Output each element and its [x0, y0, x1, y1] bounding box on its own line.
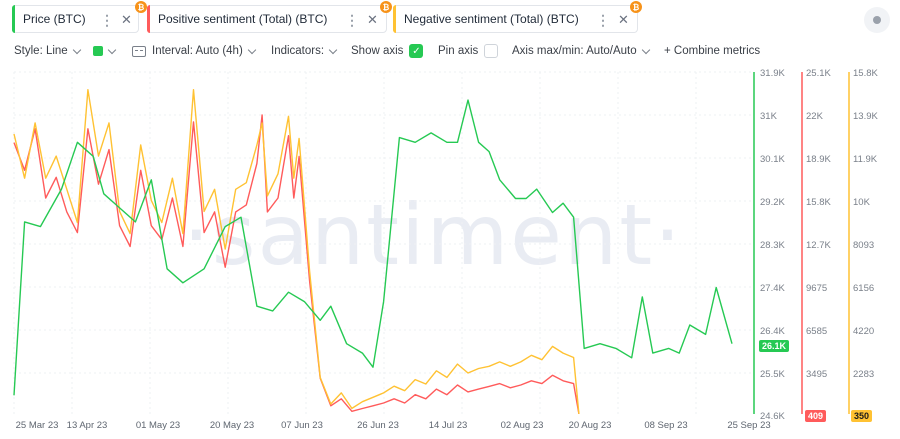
axis-tick-label: 22K	[806, 111, 823, 122]
combine-metrics-button[interactable]: + Combine metrics	[664, 43, 760, 59]
chevron-down-icon	[107, 45, 117, 54]
dot-icon	[873, 16, 881, 24]
color-picker[interactable]	[93, 43, 117, 59]
chart-axes	[753, 72, 850, 414]
axis-tick-label: 10K	[853, 197, 870, 208]
tab-positive-close-icon[interactable]: ✕	[367, 12, 378, 27]
chart-series	[13, 89, 733, 415]
tab-price-accent	[12, 5, 15, 33]
interval-label: Interval: Auto (4h)	[152, 45, 243, 57]
axis-tick-label: 9675	[806, 283, 828, 294]
axis-maxmin-dropdown[interactable]: Axis max/min: Auto/Auto	[512, 43, 650, 59]
date-tick-label: 08 Sep 23	[644, 420, 688, 431]
tab-positive-accent	[147, 5, 150, 33]
chart-grid	[13, 71, 752, 414]
axis-tick-label: 11.9K	[853, 154, 878, 165]
axis-tick-label: 26.4K	[760, 326, 785, 337]
settings-dot-button[interactable]	[864, 7, 890, 33]
bitcoin-badge-icon: ₿	[135, 1, 147, 13]
chevron-down-icon	[641, 45, 650, 54]
axis-tick-label: 13.9K	[853, 111, 878, 122]
axis-tick-label: 25.5K	[760, 369, 785, 380]
tab-price[interactable]: Price (BTC) ⋮ ✕ ₿	[12, 1, 147, 33]
tab-price-close-icon[interactable]: ✕	[121, 12, 132, 27]
negative-current-value-badge: 350	[851, 410, 873, 422]
indicators-dropdown[interactable]: Indicators:	[271, 43, 338, 59]
axis-tick-label: 18.9K	[806, 154, 831, 165]
axis-tick-label: 27.4K	[760, 283, 785, 294]
chevron-down-icon	[72, 45, 81, 54]
pin-axis-toggle[interactable]: Pin axis	[438, 43, 499, 59]
chevron-down-icon	[328, 45, 338, 54]
chart-area[interactable]	[0, 64, 900, 439]
axis-tick-label: 30.1K	[760, 154, 785, 165]
axis-tick-label: 8093	[853, 240, 875, 251]
santiment-watermark: ·santiment·	[183, 186, 683, 284]
show-axis-checkbox[interactable]: ✓	[409, 44, 424, 58]
date-tick-label: 02 Aug 23	[500, 420, 544, 431]
date-tick-label: 25 Mar 23	[15, 420, 59, 431]
axis-tick-label: 3495	[806, 369, 828, 380]
date-tick-label: 01 May 23	[135, 420, 181, 431]
tab-positive-menu-icon[interactable]: ⋮	[345, 12, 359, 28]
date-tick-label: 26 Jun 23	[357, 420, 399, 431]
axis-tick-label: 12.7K	[806, 240, 831, 251]
positive-current-value-badge: 409	[805, 410, 827, 422]
axis-tick-label: 25.1K	[806, 68, 831, 79]
series-line-positive	[13, 114, 580, 415]
axis-tick-label: 31.9K	[760, 68, 785, 79]
color-swatch	[93, 46, 103, 56]
axis-tick-label: 6585	[806, 326, 828, 337]
tab-positive-sentiment[interactable]: Positive sentiment (Total) (BTC) ⋮ ✕ ₿	[147, 1, 392, 33]
series-line-price	[13, 99, 733, 396]
date-tick-label: 07 Jun 23	[281, 420, 323, 431]
axis-tick-label: 28.3K	[760, 240, 785, 251]
axis-tick-label: 31K	[760, 111, 777, 122]
tab-negative-close-icon[interactable]: ✕	[618, 12, 629, 27]
date-tick-label: 14 Jul 23	[428, 420, 468, 431]
tab-negative-sentiment[interactable]: Negative sentiment (Total) (BTC) ⋮ ✕ ₿	[393, 1, 642, 33]
interval-dropdown[interactable]: Interval: Auto (4h)	[132, 43, 257, 59]
show-axis-label: Show axis	[351, 45, 404, 57]
series-line-negative	[13, 89, 580, 414]
axis-tick-label: 24.6K	[760, 411, 785, 422]
pin-axis-checkbox[interactable]	[484, 44, 499, 58]
tab-positive-label: Positive sentiment (Total) (BTC)	[158, 12, 328, 26]
chevron-down-icon	[247, 45, 257, 54]
date-tick-label: 20 May 23	[209, 420, 255, 431]
date-tick-label: 13 Apr 23	[66, 420, 108, 431]
tab-negative-menu-icon[interactable]: ⋮	[596, 12, 610, 28]
pin-axis-label: Pin axis	[438, 45, 479, 57]
indicators-label: Indicators:	[271, 45, 325, 57]
axis-tick-label: 4220	[853, 326, 875, 337]
tab-negative-accent	[393, 5, 396, 33]
axis-maxmin-label: Axis max/min: Auto/Auto	[512, 45, 637, 57]
date-tick-label: 25 Sep 23	[727, 420, 771, 431]
show-axis-toggle[interactable]: Show axis ✓	[351, 43, 424, 59]
tab-negative-label: Negative sentiment (Total) (BTC)	[404, 12, 579, 26]
date-tick-label: 20 Aug 23	[568, 420, 612, 431]
style-label: Style: Line	[14, 45, 68, 57]
bitcoin-badge-icon: ₿	[380, 1, 392, 13]
axis-tick-label: 2283	[853, 369, 875, 380]
calendar-icon	[132, 45, 146, 57]
axis-tick-label: 6156	[853, 283, 875, 294]
style-dropdown[interactable]: Style: Line	[14, 43, 81, 59]
axis-tick-label: 29.2K	[760, 197, 785, 208]
combine-metrics-label: + Combine metrics	[664, 45, 761, 57]
tab-price-menu-icon[interactable]: ⋮	[100, 12, 114, 28]
axis-tick-label: 15.8K	[806, 197, 831, 208]
tab-price-label: Price (BTC)	[23, 12, 86, 26]
price-current-value-badge: 26.1K	[759, 340, 790, 352]
bitcoin-badge-icon: ₿	[630, 1, 642, 13]
axis-tick-label: 15.8K	[853, 68, 878, 79]
